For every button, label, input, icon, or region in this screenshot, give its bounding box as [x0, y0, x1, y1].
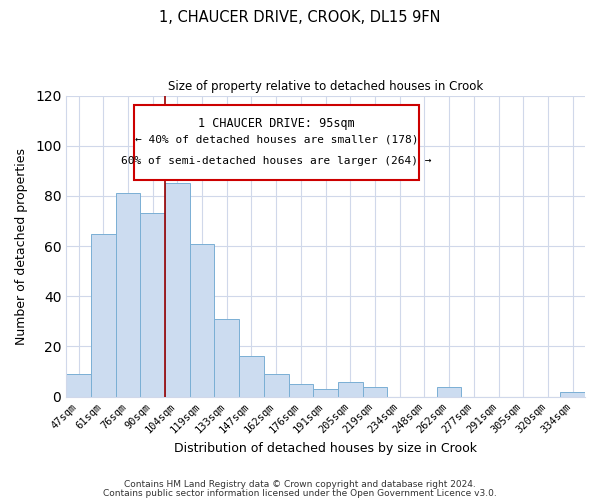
- Bar: [190, 244, 214, 396]
- Y-axis label: Number of detached properties: Number of detached properties: [15, 148, 28, 344]
- FancyBboxPatch shape: [134, 104, 419, 180]
- Bar: [116, 194, 140, 396]
- Bar: [560, 392, 585, 396]
- Bar: [313, 389, 338, 396]
- Text: 60% of semi-detached houses are larger (264) →: 60% of semi-detached houses are larger (…: [121, 156, 431, 166]
- Text: ← 40% of detached houses are smaller (178): ← 40% of detached houses are smaller (17…: [134, 134, 418, 144]
- Bar: [437, 386, 461, 396]
- X-axis label: Distribution of detached houses by size in Crook: Distribution of detached houses by size …: [174, 442, 477, 455]
- Bar: [91, 234, 116, 396]
- Bar: [362, 386, 388, 396]
- Text: Contains public sector information licensed under the Open Government Licence v3: Contains public sector information licen…: [103, 488, 497, 498]
- Bar: [239, 356, 264, 397]
- Title: Size of property relative to detached houses in Crook: Size of property relative to detached ho…: [168, 80, 483, 93]
- Bar: [264, 374, 289, 396]
- Bar: [66, 374, 91, 396]
- Text: 1, CHAUCER DRIVE, CROOK, DL15 9FN: 1, CHAUCER DRIVE, CROOK, DL15 9FN: [159, 10, 441, 25]
- Bar: [165, 184, 190, 396]
- Bar: [289, 384, 313, 396]
- Bar: [140, 214, 165, 396]
- Text: 1 CHAUCER DRIVE: 95sqm: 1 CHAUCER DRIVE: 95sqm: [198, 116, 355, 130]
- Bar: [214, 319, 239, 396]
- Text: Contains HM Land Registry data © Crown copyright and database right 2024.: Contains HM Land Registry data © Crown c…: [124, 480, 476, 489]
- Bar: [338, 382, 362, 396]
